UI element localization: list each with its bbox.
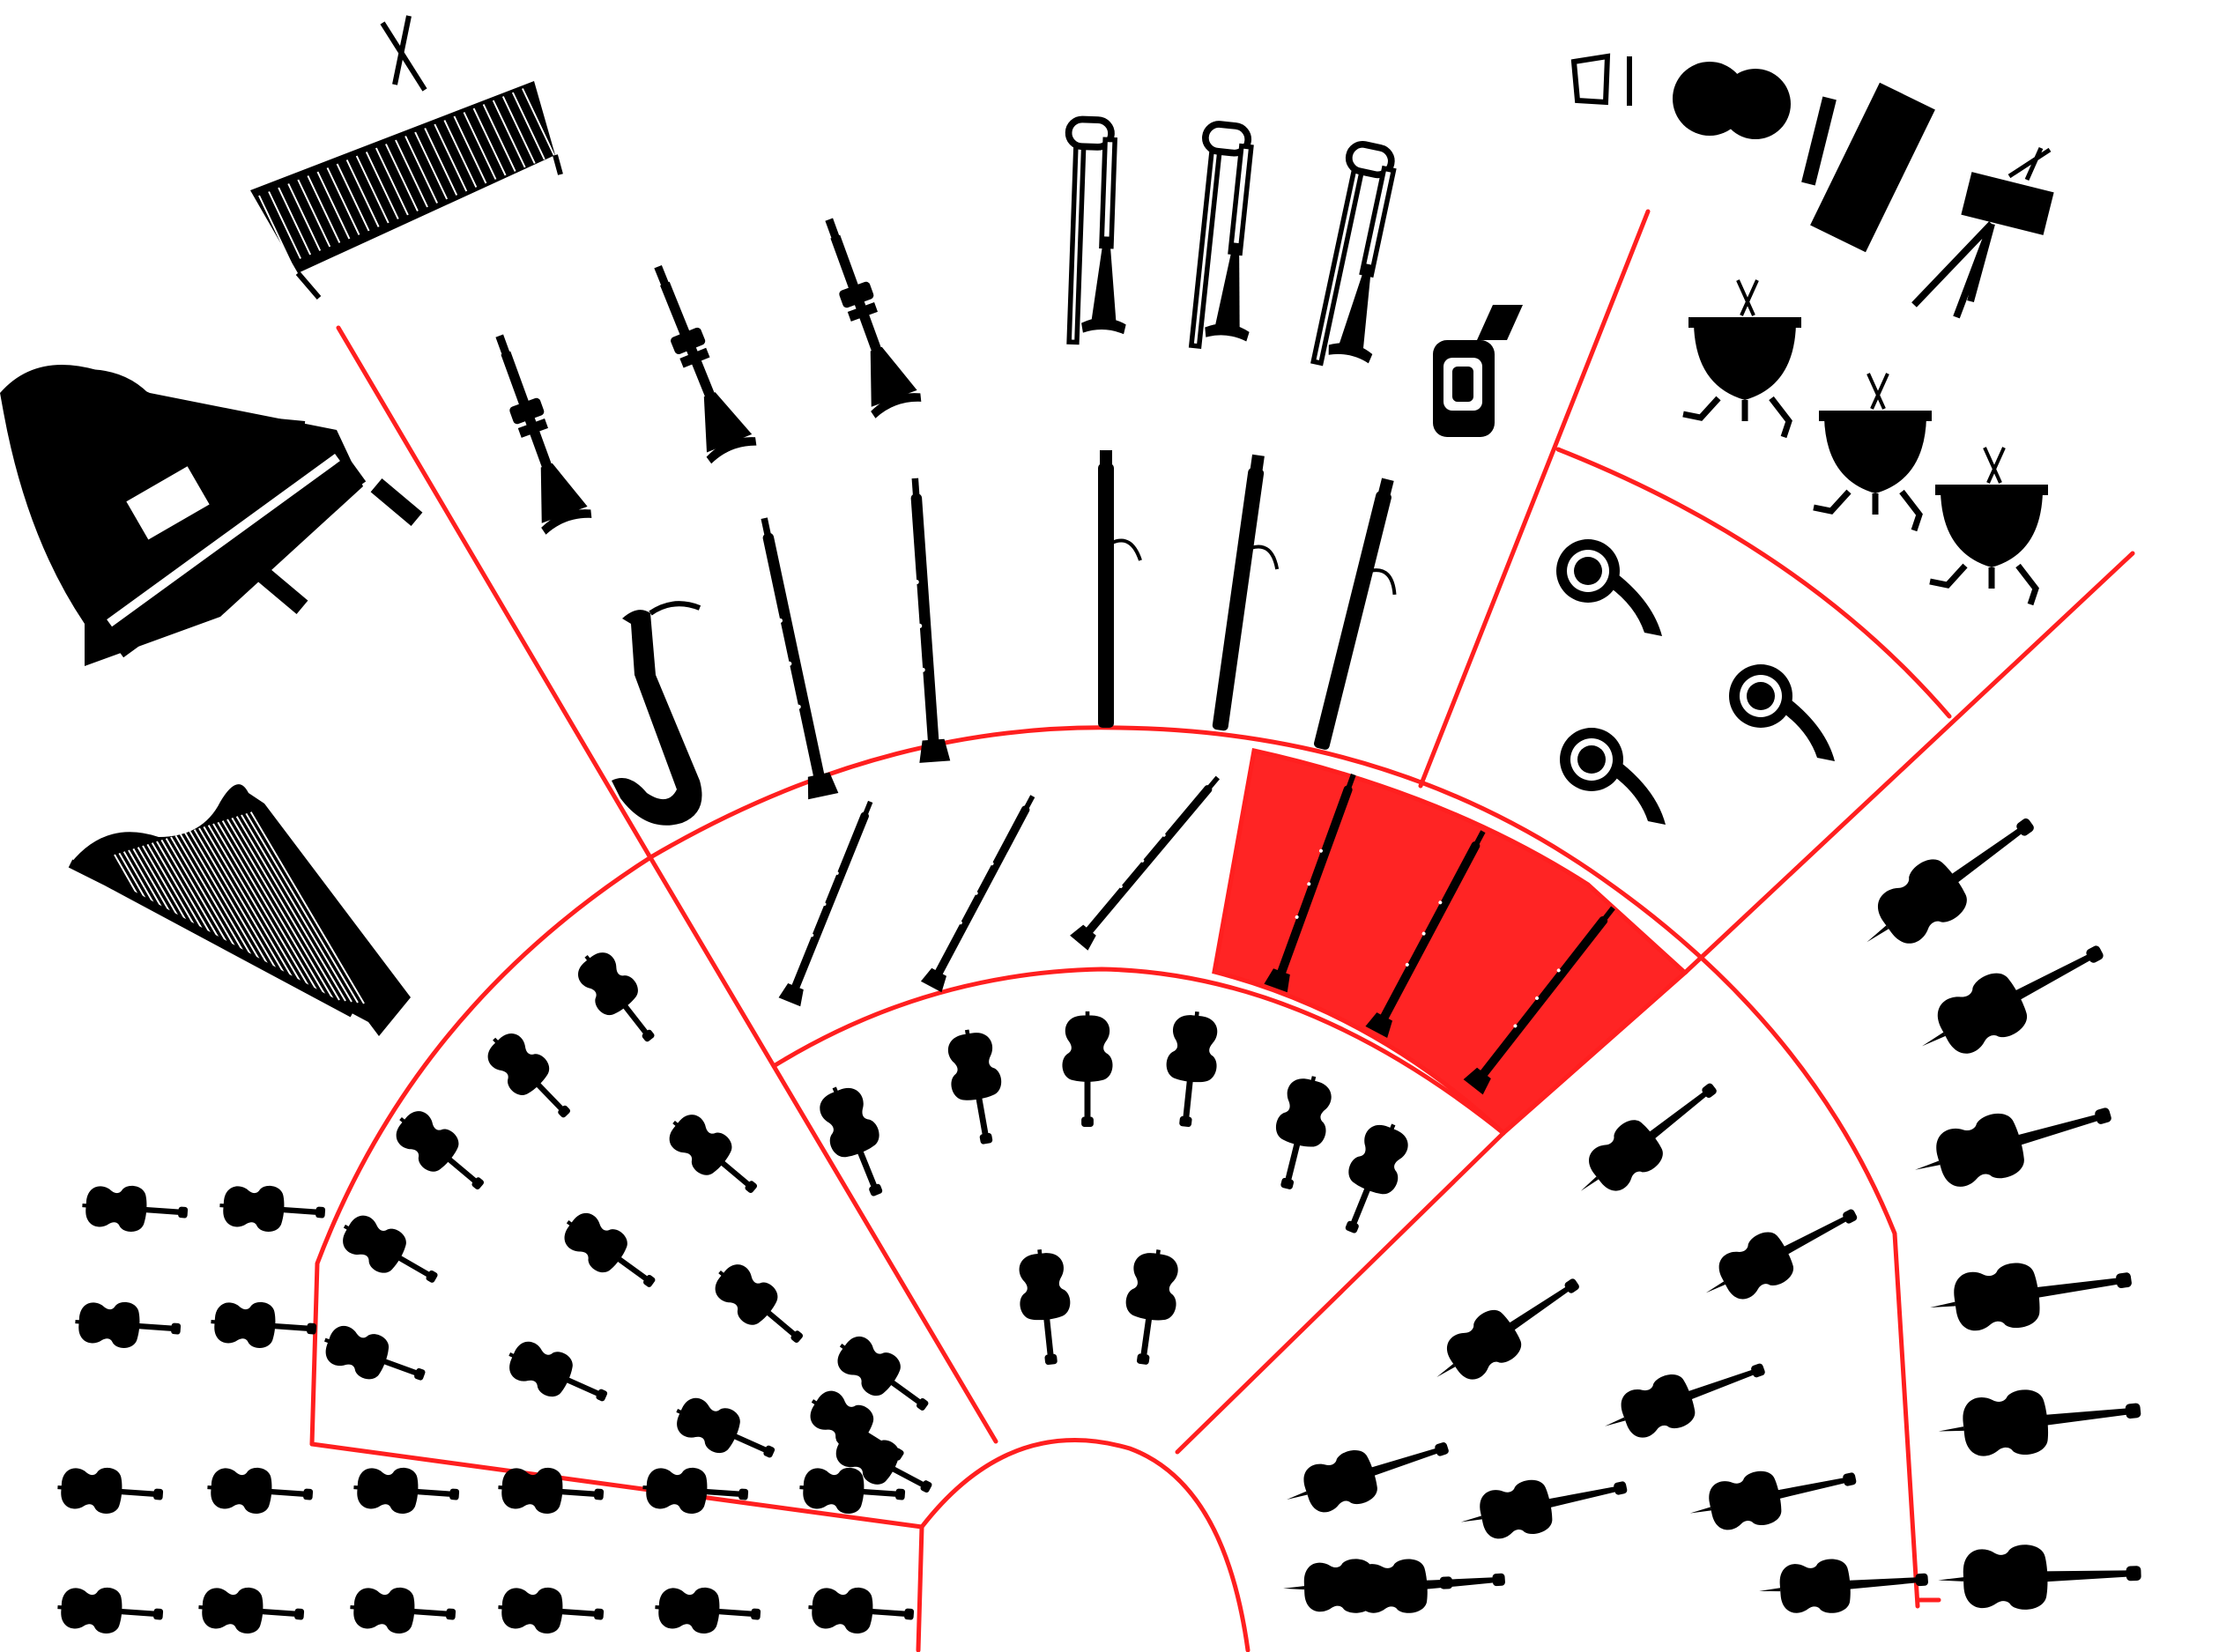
cello-icon bbox=[1693, 1189, 1868, 1317]
cello-icon bbox=[1595, 1343, 1773, 1452]
second-violin-icon bbox=[477, 1023, 584, 1131]
double-bass-icon bbox=[1934, 1377, 2144, 1464]
bassoon-icon bbox=[1096, 448, 1142, 730]
cello-icon bbox=[1757, 1552, 1930, 1619]
first-violin-icon bbox=[56, 1584, 165, 1638]
viola-icon bbox=[1117, 1246, 1184, 1368]
woodwind-arc-line bbox=[771, 967, 1506, 1136]
saxophone-icon bbox=[612, 601, 702, 826]
cello-icon bbox=[1684, 1451, 1862, 1540]
harp-icon bbox=[68, 784, 411, 1036]
second-violin-icon bbox=[667, 1389, 783, 1475]
left-divider-lower-line bbox=[646, 852, 998, 1444]
tuba-icon bbox=[1433, 305, 1523, 437]
right-divider-line bbox=[1682, 551, 2135, 975]
percussion-divider-line bbox=[1418, 209, 1651, 789]
second-violin-icon bbox=[500, 1333, 616, 1419]
first-violin-icon bbox=[197, 1584, 306, 1638]
first-violin-icon bbox=[496, 1584, 605, 1638]
right-divider-lower-line bbox=[1175, 1130, 1506, 1455]
trumpet-icon bbox=[633, 256, 759, 465]
viola-icon bbox=[1160, 1009, 1222, 1130]
viola-icon bbox=[942, 1025, 1013, 1148]
inner-arc-line bbox=[916, 1438, 1251, 1652]
double-bass-icon bbox=[1926, 1247, 2136, 1340]
second-violin-icon bbox=[385, 1100, 496, 1204]
double-bass-icon bbox=[1906, 922, 2117, 1075]
bassoon-icon bbox=[1210, 452, 1295, 737]
trumpet-icon bbox=[474, 326, 594, 536]
trumpet-icon bbox=[804, 210, 924, 419]
cello-icon bbox=[1278, 1421, 1457, 1526]
viola-icon bbox=[1326, 1115, 1417, 1241]
first-violin-icon bbox=[56, 1464, 165, 1518]
cello-icon bbox=[1563, 1065, 1731, 1212]
strings-arc-line bbox=[309, 725, 1920, 1609]
celesta-icon bbox=[250, 15, 563, 300]
first-violin-icon bbox=[806, 1584, 916, 1638]
first-violin-icon bbox=[348, 1584, 457, 1638]
first-violin-icon bbox=[496, 1464, 605, 1518]
first-violin-icon bbox=[218, 1182, 327, 1236]
first-violin-icon bbox=[352, 1464, 461, 1518]
grand-piano-icon bbox=[0, 364, 423, 666]
flute-icon bbox=[1070, 769, 1228, 951]
timpani-icon bbox=[1814, 374, 1932, 530]
french-horn-icon bbox=[1729, 664, 1835, 761]
percussion-icon bbox=[1570, 53, 2054, 319]
first-violin-icon bbox=[653, 1584, 762, 1638]
viola-icon bbox=[1014, 1247, 1077, 1367]
second-violin-icon bbox=[658, 1104, 769, 1208]
first-violin-icon bbox=[641, 1464, 750, 1518]
trombone-icon bbox=[1306, 142, 1415, 374]
cello-icon bbox=[1421, 1260, 1592, 1400]
cello-icon bbox=[1455, 1460, 1633, 1549]
left-divider-line bbox=[336, 325, 651, 857]
viola-icon bbox=[1261, 1070, 1339, 1195]
double-bass-icon bbox=[1847, 796, 2051, 969]
oboe-icon bbox=[749, 515, 839, 800]
bottom-left-edge-line bbox=[309, 1441, 924, 1530]
trombone-icon bbox=[1184, 123, 1271, 352]
second-violin-icon bbox=[332, 1206, 448, 1300]
instrument-layer bbox=[0, 15, 2144, 1638]
timpani-icon bbox=[1930, 448, 2048, 604]
bassoon-icon bbox=[1310, 475, 1423, 759]
second-violin-icon bbox=[704, 1254, 815, 1358]
cello-icon bbox=[1281, 1555, 1454, 1616]
viola-icon bbox=[811, 1078, 902, 1204]
first-violin-icon bbox=[209, 1299, 318, 1352]
first-violin-icon bbox=[205, 1464, 315, 1518]
first-violin-icon bbox=[73, 1299, 182, 1352]
flute-icon bbox=[778, 796, 882, 1007]
clarinet-section-highlight[interactable] bbox=[1212, 747, 1688, 1137]
flute-icon bbox=[920, 790, 1043, 993]
oboe-icon bbox=[899, 477, 951, 763]
viola-icon bbox=[1062, 1011, 1113, 1127]
trombone-icon bbox=[1061, 119, 1132, 344]
timpani-icon bbox=[1683, 280, 1801, 437]
double-bass-icon bbox=[1936, 1540, 2142, 1613]
horn-arc-line bbox=[1555, 447, 1952, 719]
first-violin-icon bbox=[80, 1182, 189, 1236]
second-violin-icon bbox=[553, 1203, 667, 1303]
french-horn-icon bbox=[1560, 728, 1666, 825]
second-violin-icon bbox=[316, 1318, 433, 1398]
second-violin-icon bbox=[568, 942, 670, 1054]
french-horn-icon bbox=[1556, 539, 1662, 636]
double-bass-icon bbox=[1905, 1082, 2119, 1202]
